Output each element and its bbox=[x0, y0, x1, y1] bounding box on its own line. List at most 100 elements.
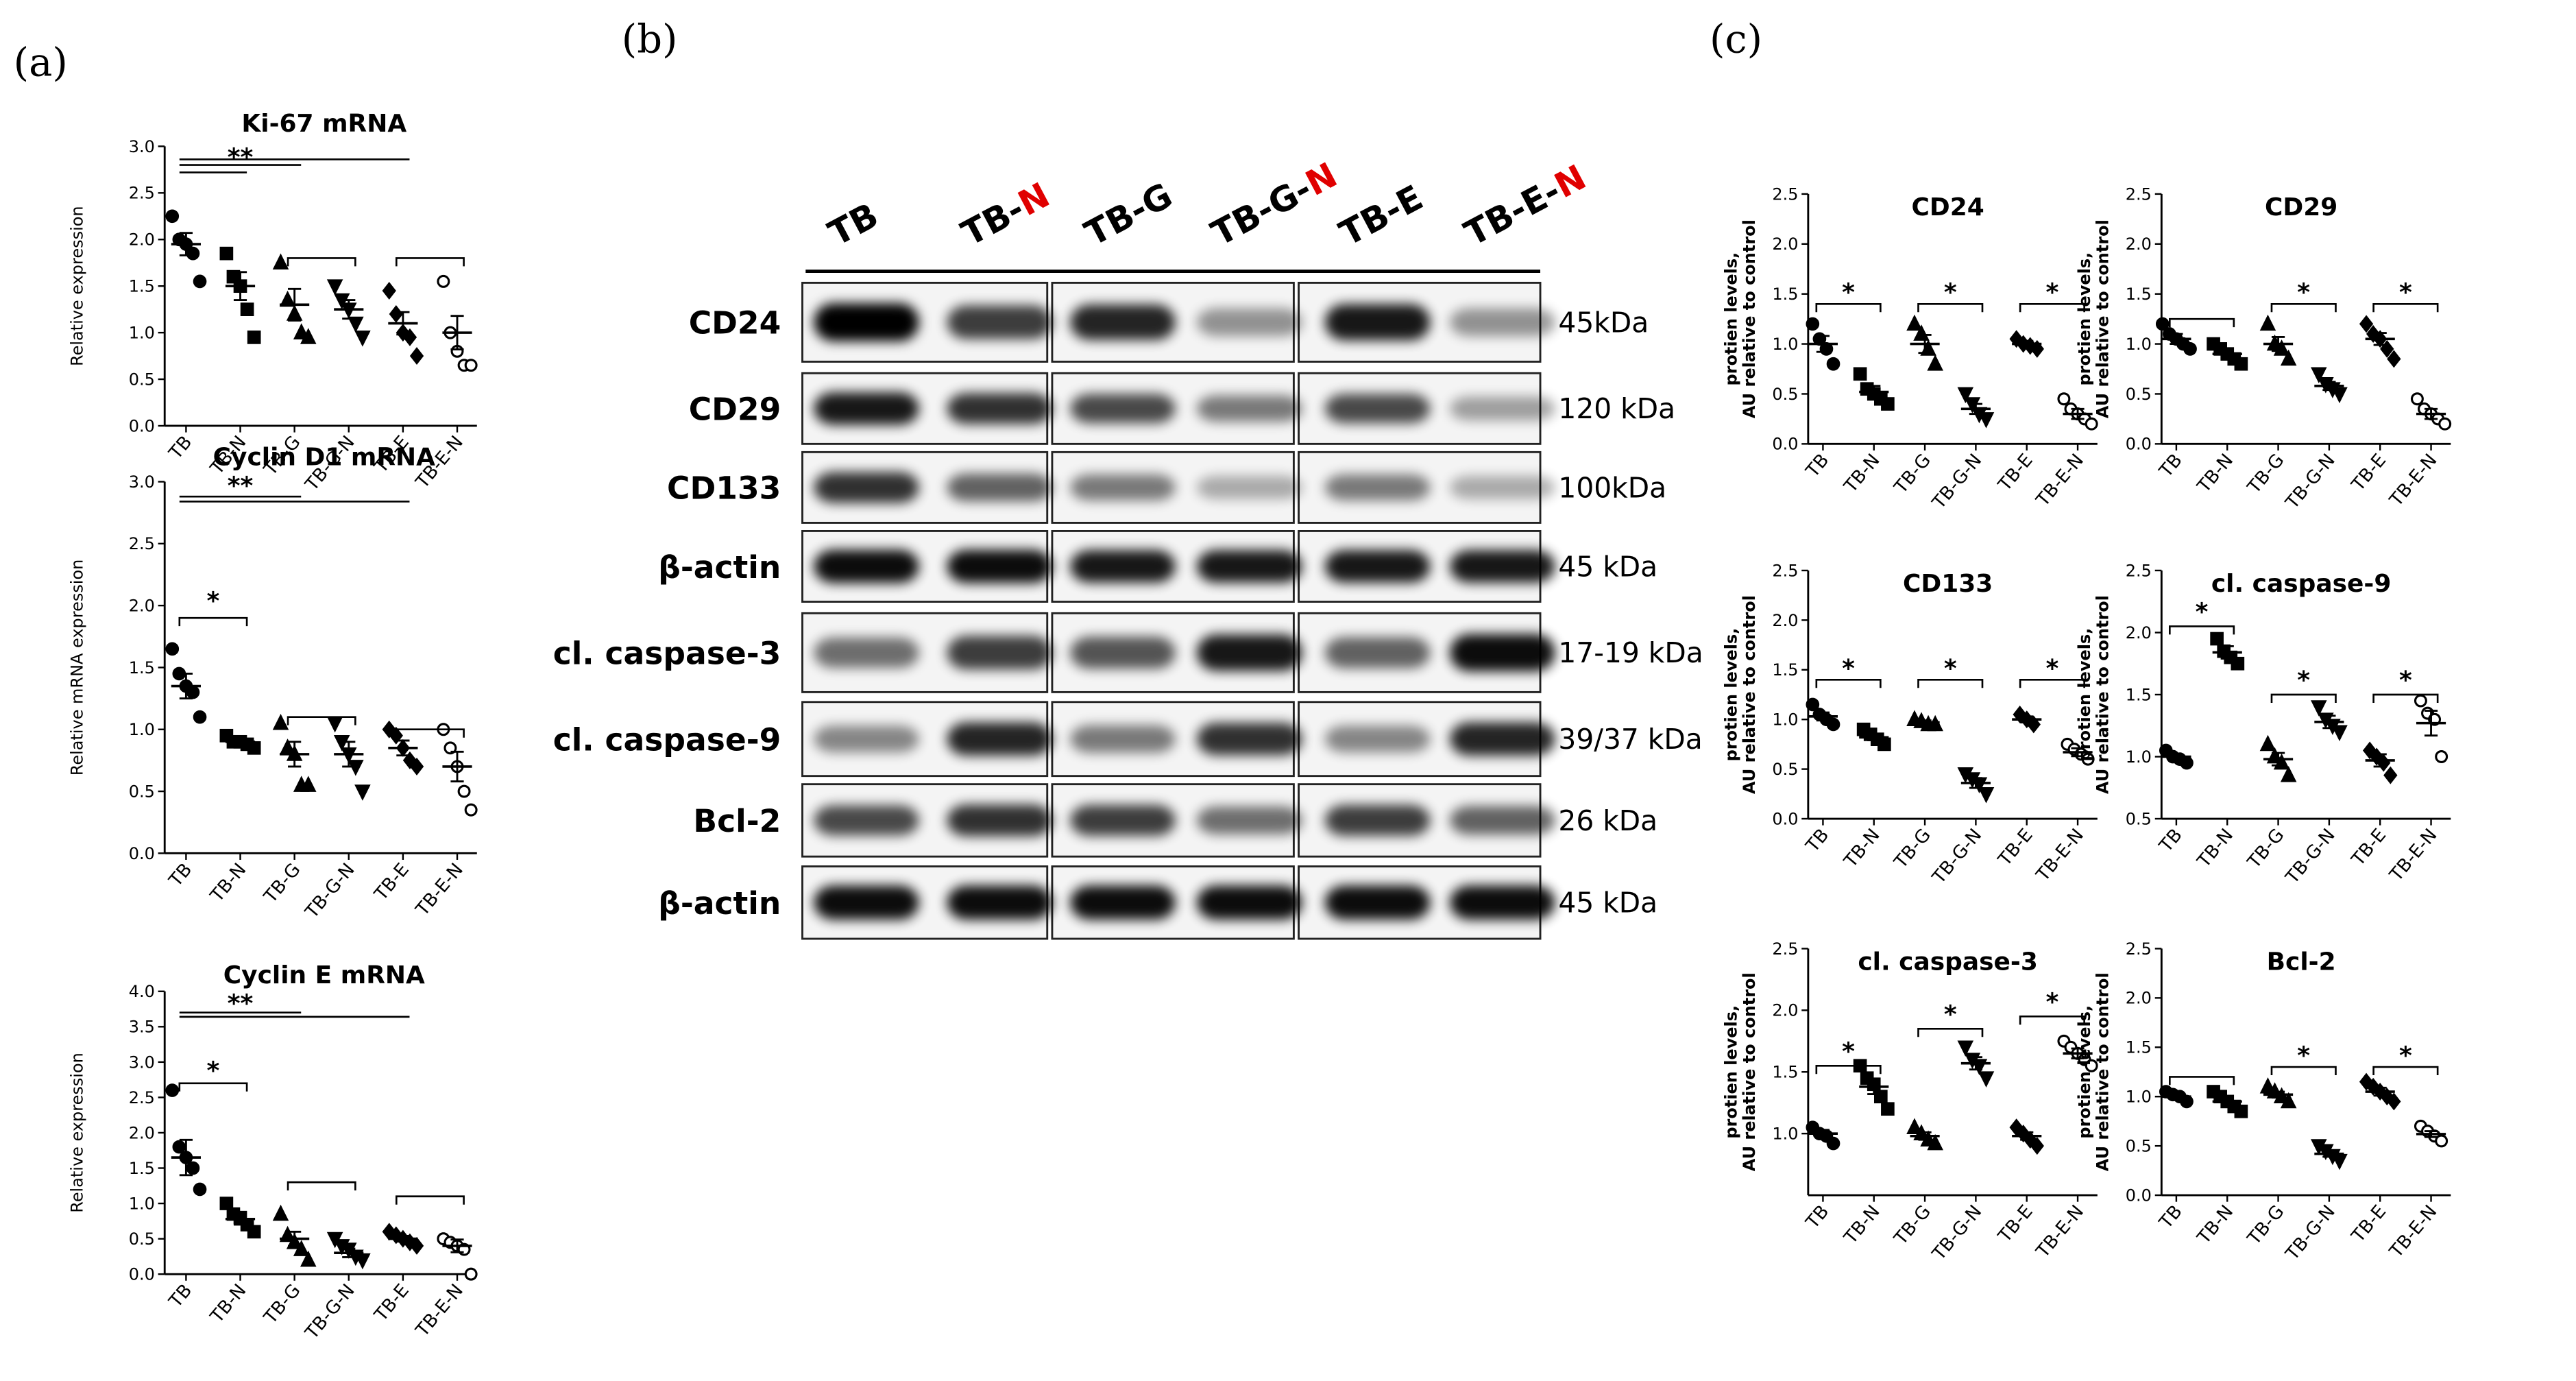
point bbox=[1957, 1040, 1974, 1057]
y-tick-label: 0.0 bbox=[1772, 435, 1798, 454]
point bbox=[172, 1140, 186, 1154]
y-axis-label: AU relative to control bbox=[2093, 219, 2112, 418]
band bbox=[814, 472, 919, 503]
point bbox=[240, 302, 254, 316]
error-bar bbox=[2220, 645, 2234, 660]
error-bar bbox=[1816, 711, 1830, 722]
error-bar bbox=[1867, 385, 1881, 399]
point bbox=[2383, 766, 2398, 784]
band bbox=[1324, 885, 1431, 920]
annotation: * bbox=[1842, 655, 1855, 683]
band bbox=[1450, 308, 1555, 337]
significance-bracket bbox=[1815, 302, 1882, 313]
band bbox=[1196, 722, 1302, 756]
error-bar bbox=[342, 299, 356, 320]
y-tick-label: 3.0 bbox=[129, 472, 155, 492]
size-label: 120 kDa bbox=[1558, 392, 1675, 425]
y-tick-label: 0.0 bbox=[2126, 1186, 2152, 1205]
panel-label: (c) bbox=[1710, 16, 1762, 62]
significance-bracket bbox=[395, 1195, 465, 1205]
y-tick-label: 3.0 bbox=[129, 137, 155, 156]
protein-label: CD24 bbox=[689, 305, 781, 341]
y-axis-label: AU relative to control bbox=[2093, 595, 2112, 794]
point bbox=[1853, 367, 1867, 381]
band bbox=[947, 636, 1052, 670]
band bbox=[947, 549, 1052, 584]
point bbox=[1826, 717, 1840, 732]
y-tick-label: 2.0 bbox=[129, 597, 155, 616]
point bbox=[2331, 387, 2348, 404]
y-tick-label: 0.0 bbox=[2126, 435, 2152, 454]
point bbox=[409, 757, 424, 776]
x-tick-label: TB-N bbox=[206, 1280, 250, 1328]
x-tick-label: TB bbox=[165, 432, 197, 464]
x-tick-label: TB-E bbox=[2348, 825, 2390, 870]
error-bar bbox=[2271, 752, 2285, 767]
point bbox=[2311, 367, 2327, 384]
significance-bracket bbox=[2169, 317, 2235, 328]
x-tick-label: TB-E-N bbox=[2032, 1201, 2088, 1262]
x-tick-label: TB-G-N bbox=[1928, 451, 1986, 514]
band bbox=[1196, 885, 1302, 920]
size-label: 39/37 kDa bbox=[1558, 723, 1702, 756]
band bbox=[1070, 474, 1176, 501]
y-tick-label: 0.5 bbox=[2126, 809, 2152, 828]
point bbox=[2435, 750, 2449, 763]
size-label: 45 kDa bbox=[1558, 550, 1657, 583]
chart-title: CD24 bbox=[1912, 193, 1984, 221]
point bbox=[326, 716, 343, 733]
error-bar bbox=[396, 1235, 410, 1243]
annotation: * bbox=[1842, 279, 1855, 307]
y-axis-label: AU relative to control bbox=[2093, 972, 2112, 1171]
annotation: * bbox=[2297, 279, 2310, 307]
y-tick-label: 4.0 bbox=[129, 982, 155, 1001]
error-bar bbox=[2220, 1096, 2234, 1107]
chart-title: Cyclin E mRNA bbox=[223, 961, 425, 989]
point bbox=[2410, 392, 2424, 406]
band bbox=[947, 804, 1052, 837]
protein-label: cl. caspase-9 bbox=[553, 722, 781, 758]
protein-label: β-actin bbox=[658, 549, 781, 586]
x-tick-label: TB-G bbox=[2244, 825, 2288, 873]
error-bar bbox=[1867, 733, 1881, 742]
y-tick-label: 2.5 bbox=[129, 1088, 155, 1107]
annotation: * bbox=[2045, 279, 2058, 307]
y-tick-label: 2.5 bbox=[129, 534, 155, 553]
point bbox=[1978, 412, 1995, 429]
y-tick-label: 0.5 bbox=[1772, 760, 1798, 779]
error-bar bbox=[233, 271, 247, 302]
significance-bracket bbox=[395, 257, 465, 267]
chart-title: Cyclin D1 mRNA bbox=[213, 444, 436, 472]
error-bar bbox=[179, 673, 193, 700]
error-bar bbox=[450, 315, 464, 351]
significance-bracket bbox=[2372, 302, 2439, 313]
annotation: * bbox=[207, 1057, 220, 1085]
point bbox=[2155, 317, 2170, 331]
band bbox=[814, 549, 919, 584]
point bbox=[2210, 632, 2224, 646]
band bbox=[1196, 634, 1302, 671]
x-tick-label: TB-N bbox=[2194, 451, 2237, 498]
significance-bracket bbox=[287, 716, 356, 725]
band bbox=[1196, 308, 1302, 337]
band bbox=[814, 392, 919, 425]
y-tick-label: 1.5 bbox=[129, 1159, 155, 1178]
point bbox=[247, 1225, 261, 1239]
chart-title: cl. caspase-9 bbox=[2211, 570, 2392, 598]
protein-label: CD133 bbox=[667, 470, 781, 507]
chart-title: Ki-67 mRNA bbox=[241, 110, 406, 138]
point bbox=[2085, 1059, 2098, 1072]
annotation: * bbox=[207, 587, 220, 615]
x-tick-label: TB-N bbox=[1840, 825, 1884, 872]
x-tick-label: TB bbox=[2155, 1201, 2187, 1233]
point bbox=[1978, 1071, 1995, 1088]
size-label: 100kDa bbox=[1558, 471, 1666, 504]
y-axis-label: Relative expression bbox=[67, 1053, 86, 1213]
point bbox=[2259, 734, 2276, 752]
band bbox=[1450, 550, 1555, 583]
point bbox=[326, 279, 343, 296]
band bbox=[1324, 804, 1431, 837]
chart: cl. caspase-9 protien levels,AU relative … bbox=[2075, 561, 2451, 889]
